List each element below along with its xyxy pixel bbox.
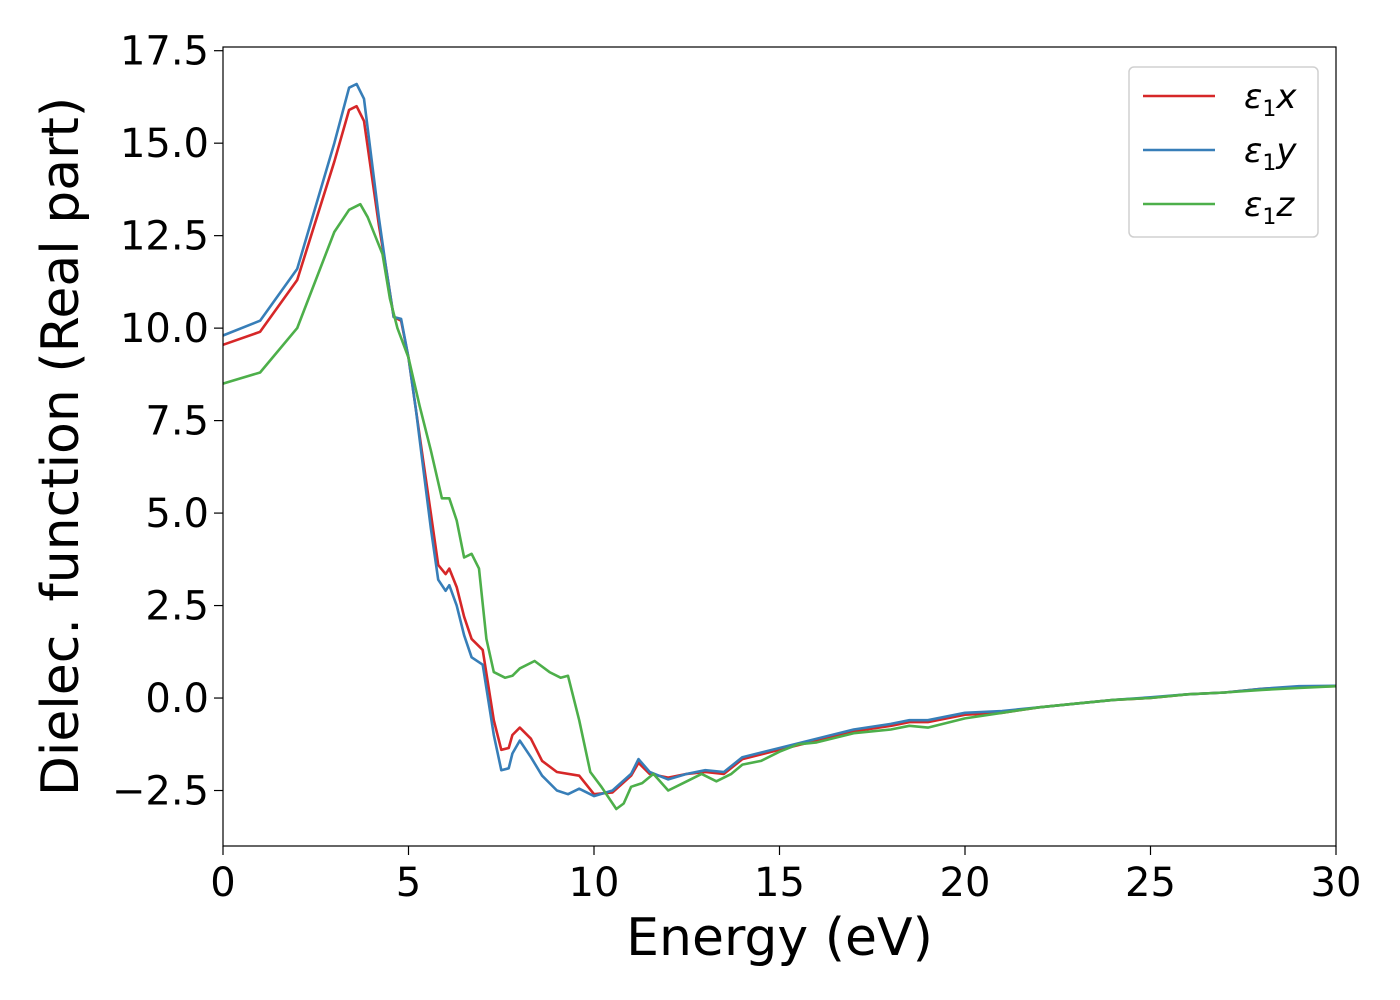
legend-box [1128, 66, 1319, 238]
y-tick-label: 2.5 [145, 584, 209, 630]
x-tick-label: 20 [940, 860, 991, 906]
legend-label-3: ε1z [1244, 185, 1295, 230]
x-tick-label: 10 [569, 860, 620, 906]
y-tick-label: 12.5 [120, 214, 209, 260]
y-tick-label: 5.0 [145, 491, 209, 537]
legend: ε1x ε1y ε1z [1128, 66, 1319, 238]
x-tick-label: 15 [754, 860, 805, 906]
legend-label-2: ε1y [1244, 131, 1297, 176]
y-tick-label: −2.5 [112, 769, 209, 815]
x-tick-label: 5 [396, 860, 421, 906]
y-axis-title: Dielec. function (Real part) [31, 97, 91, 796]
y-tick-label: 17.5 [120, 29, 209, 75]
y-tick-label: 0.0 [145, 676, 209, 722]
y-tick-label: 7.5 [145, 399, 209, 445]
y-tick-label: 10.0 [120, 306, 209, 352]
x-tick-label: 30 [1311, 860, 1362, 906]
ticks-layer: 0 5 10 15 20 25 30 −2.5 0.0 2.5 5.0 7.5 10.0 12.5 15.0… [112, 29, 1362, 906]
y-tick-label: 15.0 [120, 121, 209, 167]
x-tick-label: 25 [1125, 860, 1176, 906]
legend-label-1: ε1x [1244, 77, 1297, 122]
series-layer [222, 82, 1337, 811]
series-line-3 [222, 202, 1337, 811]
x-axis-title: Energy (eV) [626, 908, 933, 968]
x-tick-label: 0 [210, 860, 235, 906]
